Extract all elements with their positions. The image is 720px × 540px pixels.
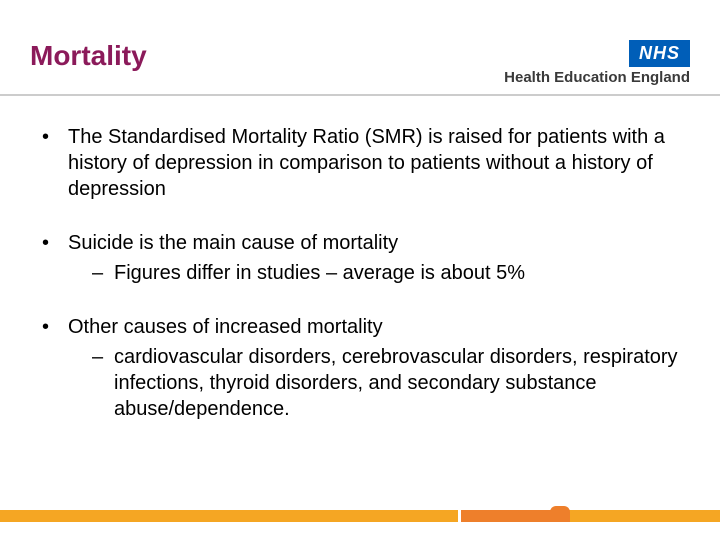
bullet-text: The Standardised Mortality Ratio (SMR) i… [64, 124, 690, 202]
slide-container: Mortality NHS Health Education England •… [0, 0, 720, 540]
nhs-logo: NHS [629, 40, 690, 67]
dash-marker-icon: – [92, 260, 114, 286]
footer-bar-segment [0, 510, 461, 522]
hee-logo-text: Health Education England [504, 69, 690, 86]
sub-bullet: – Figures differ in studies – average is… [68, 260, 690, 286]
sub-bullet: – cardiovascular disorders, cerebrovascu… [68, 344, 690, 422]
bullet-item: • Suicide is the main cause of mortality… [42, 230, 690, 286]
footer-bar-segment [461, 510, 562, 522]
bullet-text: Suicide is the main cause of mortality –… [64, 230, 690, 286]
header: Mortality NHS Health Education England [30, 40, 690, 86]
bullet-item: • The Standardised Mortality Ratio (SMR)… [42, 124, 690, 202]
bullet-marker-icon: • [42, 314, 64, 422]
sub-bullet-text: Figures differ in studies – average is a… [114, 260, 525, 286]
footer-decoration [0, 510, 720, 522]
sub-bullet-text: cardiovascular disorders, cerebrovascula… [114, 344, 690, 422]
footer-bar-segment [566, 510, 720, 522]
bullet-item: • Other causes of increased mortality – … [42, 314, 690, 422]
content-area: • The Standardised Mortality Ratio (SMR)… [30, 124, 690, 422]
footer-notch-icon [550, 506, 570, 522]
bullet-text: Other causes of increased mortality – ca… [64, 314, 690, 422]
dash-marker-icon: – [92, 344, 114, 422]
title-underline [0, 94, 720, 96]
bullet-main-text: Suicide is the main cause of mortality [68, 232, 398, 254]
bullet-marker-icon: • [42, 124, 64, 202]
bullet-marker-icon: • [42, 230, 64, 286]
bullet-main-text: Other causes of increased mortality [68, 316, 383, 338]
slide-title: Mortality [30, 40, 147, 72]
logo-area: NHS Health Education England [504, 40, 690, 86]
